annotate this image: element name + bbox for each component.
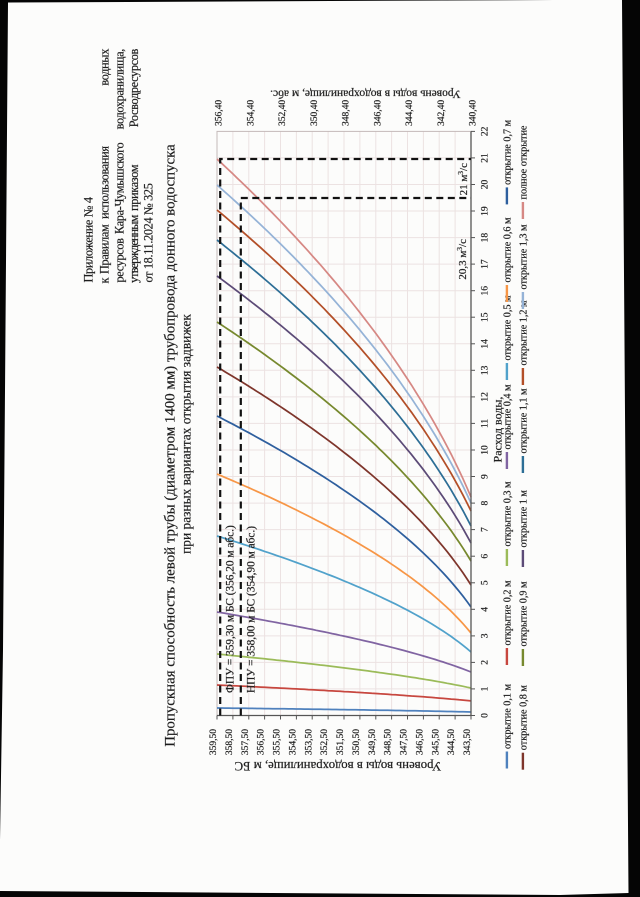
- svg-text:357,50: 357,50: [241, 729, 251, 755]
- svg-text:344,40: 344,40: [405, 100, 415, 126]
- svg-text:346,50: 346,50: [415, 729, 425, 755]
- svg-text:347,50: 347,50: [400, 729, 410, 755]
- svg-text:0: 0: [481, 713, 491, 718]
- svg-text:от 18.11.2024 № 325: от 18.11.2024 № 325: [142, 183, 156, 282]
- svg-text:356,50: 356,50: [257, 729, 267, 755]
- svg-text:5: 5: [481, 580, 491, 585]
- svg-text:открытие 0,7 м: открытие 0,7 м: [503, 119, 514, 185]
- svg-text:340,40: 340,40: [469, 100, 479, 126]
- svg-text:349,50: 349,50: [368, 729, 378, 755]
- svg-text:полное открытие: полное открытие: [519, 125, 530, 199]
- svg-text:346,40: 346,40: [373, 100, 383, 126]
- svg-text:ФПУ = 359,30 м БС (356,20 м аб: ФПУ = 359,30 м БС (356,20 м абс.): [225, 525, 237, 693]
- svg-text:6: 6: [481, 554, 491, 559]
- svg-text:22: 22: [481, 126, 491, 136]
- svg-text:открытие 1,1 м: открытие 1,1 м: [519, 388, 530, 454]
- svg-text:356,40: 356,40: [215, 100, 225, 126]
- svg-text:352,40: 352,40: [278, 100, 288, 126]
- svg-text:354,40: 354,40: [246, 100, 256, 126]
- svg-text:открытие 1,3 м: открытие 1,3 м: [519, 224, 530, 290]
- svg-text:8: 8: [481, 500, 491, 505]
- svg-text:21 м3/с: 21 м3/с: [456, 163, 470, 196]
- svg-text:Уровень воды в водохранилище,: Уровень воды в водохранилище, м абс.: [270, 88, 461, 100]
- svg-text:2: 2: [481, 660, 491, 665]
- svg-text:открытие 0,8 м: открытие 0,8 м: [519, 685, 530, 751]
- svg-text:348,40: 348,40: [342, 100, 352, 126]
- svg-text:Уровень воды в водохранилище,: Уровень воды в водохранилище, м БС: [235, 759, 442, 773]
- svg-text:открытие 0,1 м: открытие 0,1 м: [503, 683, 514, 749]
- svg-text:20,3 м3/с: 20,3 м3/с: [455, 239, 469, 280]
- svg-text:НПУ = 358,00 м БС (354,90 м аб: НПУ = 358,00 м БС (354,90 м абс.): [246, 526, 258, 693]
- svg-text:10: 10: [481, 445, 491, 455]
- svg-text:7: 7: [481, 527, 491, 532]
- svg-text:359,50: 359,50: [209, 729, 219, 755]
- svg-text:350,40: 350,40: [310, 100, 320, 126]
- svg-text:1: 1: [481, 686, 491, 691]
- svg-text:Правилам: Правилам: [98, 224, 112, 274]
- svg-text:4: 4: [481, 607, 491, 612]
- svg-text:9: 9: [481, 474, 491, 479]
- svg-text:348,50: 348,50: [384, 729, 394, 755]
- svg-text:345,50: 345,50: [431, 729, 441, 755]
- svg-text:открытие 0,3 м: открытие 0,3 м: [503, 481, 514, 547]
- svg-text:358,50: 358,50: [225, 729, 235, 755]
- svg-text:12: 12: [481, 392, 491, 402]
- svg-text:Приложение № 4: Приложение № 4: [82, 197, 96, 282]
- svg-text:16: 16: [481, 286, 491, 296]
- svg-text:343,50: 343,50: [463, 729, 473, 755]
- svg-text:353,50: 353,50: [304, 729, 314, 755]
- svg-text:351,50: 351,50: [336, 729, 346, 755]
- svg-text:342,40: 342,40: [437, 100, 447, 126]
- svg-text:19: 19: [481, 206, 491, 216]
- svg-text:Расход воды,: Расход воды,: [491, 397, 505, 463]
- svg-text:открытие 0,9 м: открытие 0,9 м: [519, 581, 530, 647]
- svg-text:открытие 0,5 м: открытие 0,5 м: [503, 295, 514, 361]
- svg-text:3: 3: [481, 633, 491, 638]
- svg-text:14: 14: [481, 339, 491, 349]
- svg-text:17: 17: [481, 259, 491, 269]
- svg-text:использования: использования: [98, 146, 112, 219]
- svg-text:18: 18: [481, 233, 491, 243]
- svg-text:открытие 0,4 м: открытие 0,4 м: [503, 384, 514, 450]
- svg-text:открытие 0,6 м: открытие 0,6 м: [503, 217, 514, 283]
- svg-text:к: к: [98, 278, 112, 284]
- svg-text:водохранилища,: водохранилища,: [113, 49, 127, 130]
- svg-text:утвержденным: утвержденным: [127, 214, 141, 283]
- svg-text:344,50: 344,50: [447, 729, 457, 755]
- svg-text:ресурсов: ресурсов: [113, 238, 127, 283]
- svg-text:водных: водных: [98, 49, 112, 86]
- svg-text:Росводресурсов: Росводресурсов: [127, 48, 141, 127]
- svg-text:354,50: 354,50: [288, 729, 298, 755]
- svg-text:350,50: 350,50: [352, 729, 362, 755]
- svg-text:11: 11: [481, 419, 491, 428]
- svg-text:21: 21: [481, 153, 491, 163]
- svg-text:352,50: 352,50: [320, 729, 330, 755]
- svg-text:приказом: приказом: [127, 164, 141, 211]
- svg-text:13: 13: [481, 365, 491, 375]
- svg-text:15: 15: [481, 312, 491, 322]
- svg-text:открытие 1 м: открытие 1 м: [519, 490, 530, 548]
- svg-text:Пропускная способность левой т: Пропускная способность левой трубы (диам…: [163, 144, 179, 747]
- svg-text:открытие 1,2 м: открытие 1,2 м: [519, 300, 530, 366]
- svg-text:355,50: 355,50: [273, 729, 283, 755]
- svg-text:при разных вариантах открытия: при разных вариантах открытия задвижек: [179, 314, 194, 554]
- svg-text:Кара-Чумышского: Кара-Чумышского: [113, 143, 127, 234]
- svg-text:открытие 0,2 м: открытие 0,2 м: [503, 580, 514, 646]
- svg-text:20: 20: [481, 180, 491, 190]
